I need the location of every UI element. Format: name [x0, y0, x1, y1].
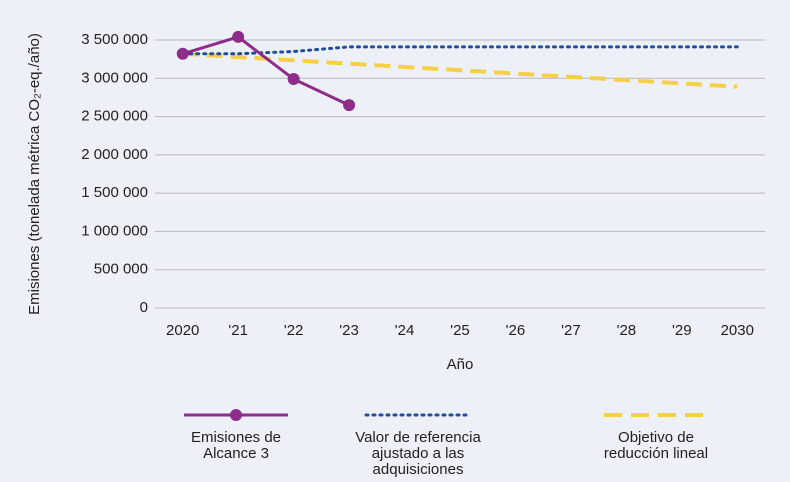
- y-tick-label: 1 500 000: [81, 184, 148, 201]
- point: [343, 99, 356, 112]
- legend-marker: [230, 409, 242, 421]
- x-tick-label: '23: [339, 322, 359, 339]
- point: [232, 30, 245, 43]
- point: [176, 47, 189, 60]
- x-tick-label: '29: [672, 322, 692, 339]
- line-series: [182, 51, 738, 89]
- x-tick-label: '26: [506, 322, 526, 339]
- legend-label: Emisiones de Alcance 3: [190, 429, 282, 462]
- x-axis-label: Año: [447, 356, 474, 373]
- x-tick-label: 2020: [166, 322, 199, 339]
- y-tick-label: 500 000: [94, 261, 148, 278]
- y-tick-label: 2 000 000: [81, 146, 148, 163]
- y-tick-label: 2 500 000: [81, 108, 148, 125]
- y-axis-label: Emisiones (tonelada métrica CO₂-eq./año): [26, 33, 43, 315]
- legend-label: Objetivo de reducción lineal: [603, 429, 709, 462]
- legend-label: Valor de referencia ajustado a las adqui…: [355, 429, 481, 478]
- point: [287, 73, 300, 86]
- line-series: [181, 45, 739, 56]
- x-tick-label: '28: [617, 322, 637, 339]
- x-tick-label: '25: [450, 322, 470, 339]
- line-series: [182, 35, 350, 107]
- x-tick-label: '21: [228, 322, 248, 339]
- x-tick-label: '27: [561, 322, 581, 339]
- y-tick-label: 3 000 000: [81, 69, 148, 86]
- y-tick-label: 1 000 000: [81, 222, 148, 239]
- x-tick-label: '24: [395, 322, 415, 339]
- x-tick-label: '22: [284, 322, 304, 339]
- x-tick-label: 2030: [721, 322, 754, 339]
- y-tick-label: 0: [140, 299, 148, 316]
- y-tick-label: 3 500 000: [81, 31, 148, 48]
